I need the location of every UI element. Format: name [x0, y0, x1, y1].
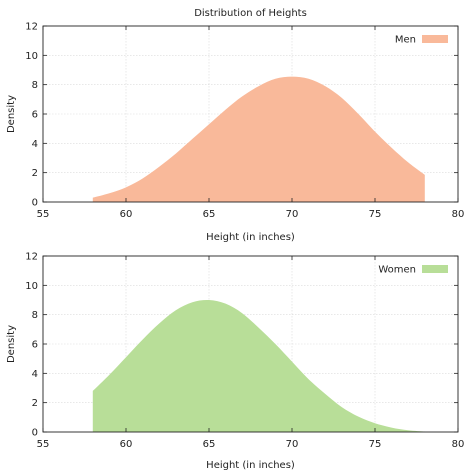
men-panel: Men 55 60 65 70 75 80 0 2 4 6 8 10 12 Height (in inche… — [6, 8, 464, 243]
x-tick-label: 65 — [203, 439, 216, 450]
y-axis-label: Density — [6, 325, 17, 363]
x-tick-label: 75 — [369, 209, 382, 220]
chart-title: Distribution of Heights — [194, 8, 307, 19]
x-tick-label: 60 — [120, 439, 133, 450]
y-tick-label: 0 — [32, 428, 38, 439]
legend-label-women: Women — [378, 265, 416, 276]
women-panel: Women 55 60 65 70 75 80 0 2 4 6 8 10 12 Height (in inc… — [6, 252, 464, 472]
y-tick-label: 4 — [32, 139, 38, 150]
y-tick-label: 8 — [32, 80, 38, 91]
density-area-men — [92, 76, 425, 202]
x-tick-label: 70 — [286, 439, 299, 450]
y-tick-label: 0 — [32, 198, 38, 209]
x-tick-label: 70 — [286, 209, 299, 220]
legend-swatch-men — [422, 35, 448, 43]
x-tick-label: 55 — [37, 439, 50, 450]
legend-swatch-women — [422, 265, 448, 273]
x-tick-label: 60 — [120, 209, 133, 220]
y-tick-label: 2 — [32, 398, 38, 409]
y-tick-label: 12 — [25, 22, 38, 33]
x-axis-label: Height (in inches) — [206, 232, 295, 243]
legend-label-men: Men — [395, 35, 416, 46]
density-area-women — [92, 299, 425, 432]
y-tick-label: 2 — [32, 168, 38, 179]
y-tick-label: 8 — [32, 310, 38, 321]
x-tick-label: 80 — [452, 439, 465, 450]
y-axis-label: Density — [6, 95, 17, 133]
x-tick-label: 80 — [452, 209, 465, 220]
y-tick-label: 12 — [25, 252, 38, 263]
legend-women: Women — [378, 265, 448, 276]
y-tick-label: 6 — [32, 340, 38, 351]
y-tick-label: 10 — [25, 51, 38, 62]
legend-men: Men — [395, 35, 448, 46]
x-axis-label: Height (in inches) — [206, 460, 295, 471]
y-tick-label: 6 — [32, 110, 38, 121]
x-tick-label: 55 — [37, 209, 50, 220]
y-tick-label: 4 — [32, 369, 38, 380]
y-tick-label: 10 — [25, 281, 38, 292]
x-tick-label: 65 — [203, 209, 216, 220]
x-tick-label: 75 — [369, 439, 382, 450]
